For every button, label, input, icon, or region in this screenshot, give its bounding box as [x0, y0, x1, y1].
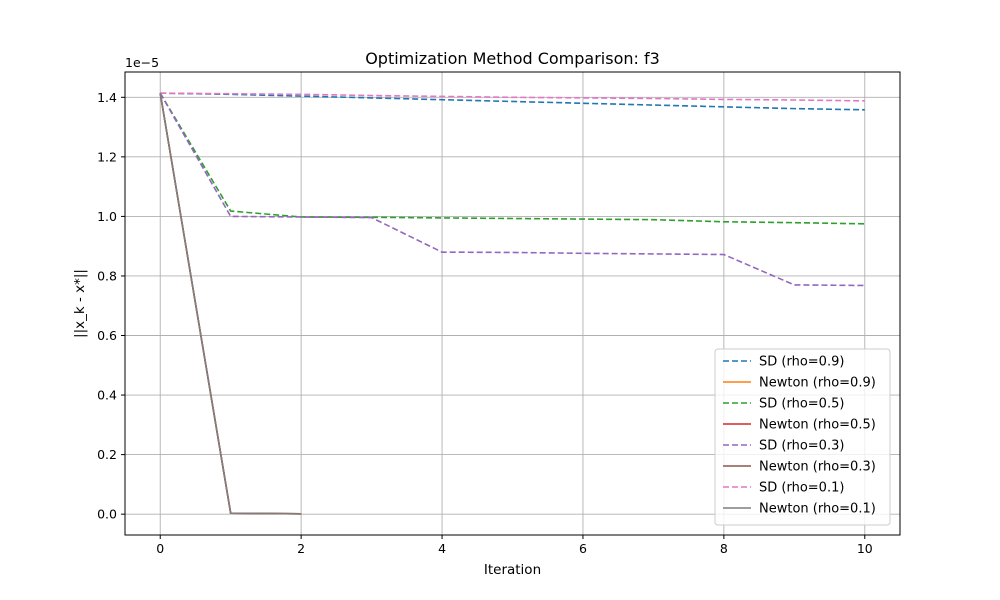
y-axis-label: ||x_k - x*|| — [72, 269, 88, 338]
y-tick-label: 0.6 — [97, 328, 117, 343]
y-tick-label: 0.4 — [97, 388, 117, 403]
y-tick-label: 0.0 — [97, 507, 117, 522]
y-tick-label: 0.2 — [97, 447, 117, 462]
legend-label: Newton (rho=0.9) — [759, 376, 876, 391]
series-line — [159, 93, 302, 515]
x-tick-label: 10 — [857, 541, 873, 556]
legend-label: Newton (rho=0.5) — [759, 418, 876, 433]
series-line — [160, 92, 865, 111]
series-lines — [159, 92, 865, 515]
legend: SD (rho=0.9) Newton (rho=0.9) SD (rho=0.5)… — [714, 348, 891, 526]
x-tick-label: 4 — [438, 541, 446, 556]
legend-box — [714, 348, 891, 526]
legend-label: SD (rho=0.9) — [759, 355, 844, 370]
plot-frame — [124, 71, 901, 536]
x-tick-label: 0 — [156, 541, 164, 556]
legend-label: SD (rho=0.3) — [759, 439, 844, 454]
series-line — [160, 92, 865, 102]
x-tick-label: 2 — [297, 541, 305, 556]
legend-label: Newton (rho=0.1) — [759, 502, 876, 517]
y-tick-label: 1.0 — [97, 209, 117, 224]
x-axis-label: Iteration — [484, 562, 541, 578]
y-offset-text: 1e−5 — [125, 55, 159, 70]
legend-label: Newton (rho=0.3) — [759, 460, 876, 475]
series-line — [159, 93, 302, 515]
x-tick-label: 6 — [579, 541, 587, 556]
legend-label: SD (rho=0.1) — [759, 481, 844, 496]
x-axis: 0 2 4 6 8 10 — [156, 535, 873, 556]
y-tick-label: 1.2 — [97, 149, 117, 164]
series-line — [159, 92, 865, 225]
y-axis: 0.0 0.2 0.4 0.6 0.8 1.0 1.2 1.4 — [97, 90, 125, 522]
series-line — [159, 93, 302, 515]
x-tick-label: 8 — [720, 541, 728, 556]
series-line — [159, 92, 865, 287]
y-tick-label: 1.4 — [97, 90, 117, 105]
legend-label: SD (rho=0.5) — [759, 397, 844, 412]
y-tick-label: 0.8 — [97, 268, 117, 283]
chart-title: Optimization Method Comparison: f3 — [365, 49, 660, 68]
series-line — [159, 93, 302, 515]
